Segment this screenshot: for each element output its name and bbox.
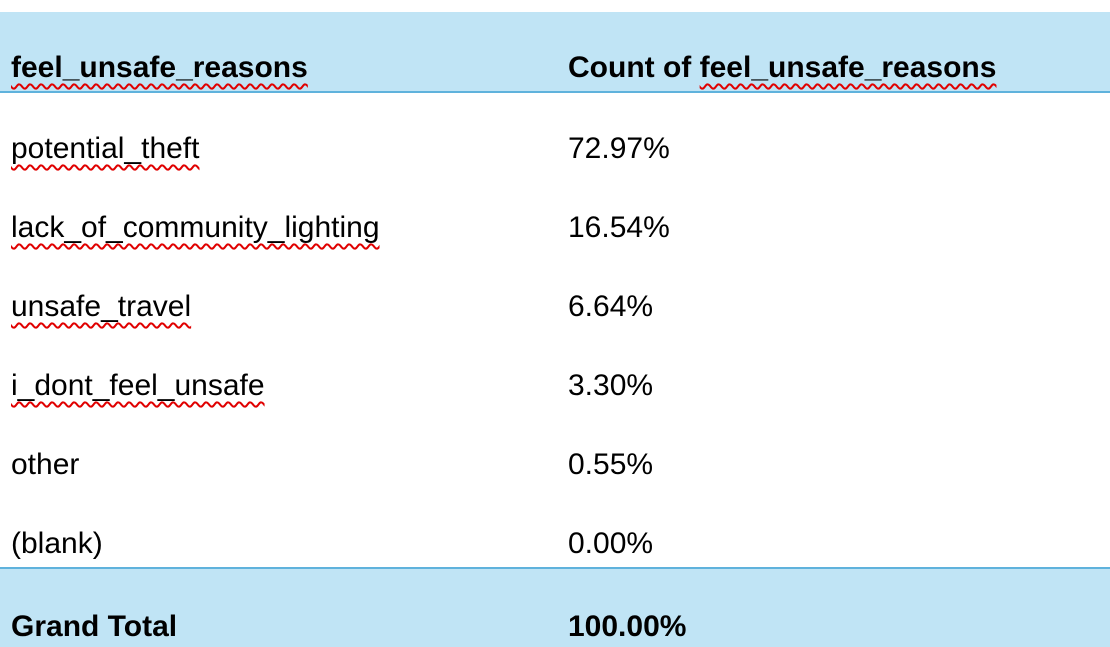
row-label[interactable]: unsafe_travel — [11, 290, 192, 323]
table-row: lack_of_community_lighting 16.54% — [0, 172, 1110, 251]
row-label[interactable]: potential_theft — [11, 132, 200, 165]
row-value[interactable]: 3.30% — [568, 369, 654, 402]
grand-total-label[interactable]: Grand Total — [11, 610, 178, 643]
row-label[interactable]: (blank) — [11, 527, 103, 560]
row-field-header[interactable]: feel_unsafe_reasons — [11, 51, 308, 84]
row-value[interactable]: 6.64% — [568, 290, 654, 323]
grand-total-value[interactable]: 100.00% — [568, 610, 687, 643]
value-field-header[interactable]: Count of feel_unsafe_reasons — [568, 50, 996, 86]
pivot-header-row: feel_unsafe_reasons Count of feel_unsafe… — [0, 12, 1110, 93]
row-label[interactable]: lack_of_community_lighting — [11, 211, 380, 244]
row-label[interactable]: other — [11, 448, 80, 481]
grand-total-row: Grand Total 100.00% — [0, 567, 1110, 647]
value-field-header-prefix: Count of — [568, 51, 700, 84]
row-value[interactable]: 0.00% — [568, 527, 654, 560]
row-label[interactable]: i_dont_feel_unsafe — [11, 369, 265, 402]
row-value[interactable]: 72.97% — [568, 132, 670, 165]
table-row: other 0.55% — [0, 409, 1110, 488]
pivot-table: feel_unsafe_reasons Count of feel_unsafe… — [0, 12, 1110, 647]
row-value[interactable]: 0.55% — [568, 448, 654, 481]
table-row: (blank) 0.00% — [0, 488, 1110, 567]
table-row: potential_theft 72.97% — [0, 93, 1110, 172]
value-field-header-field: feel_unsafe_reasons — [699, 51, 997, 84]
table-row: i_dont_feel_unsafe 3.30% — [0, 330, 1110, 409]
row-value[interactable]: 16.54% — [568, 211, 670, 244]
table-row: unsafe_travel 6.64% — [0, 251, 1110, 330]
